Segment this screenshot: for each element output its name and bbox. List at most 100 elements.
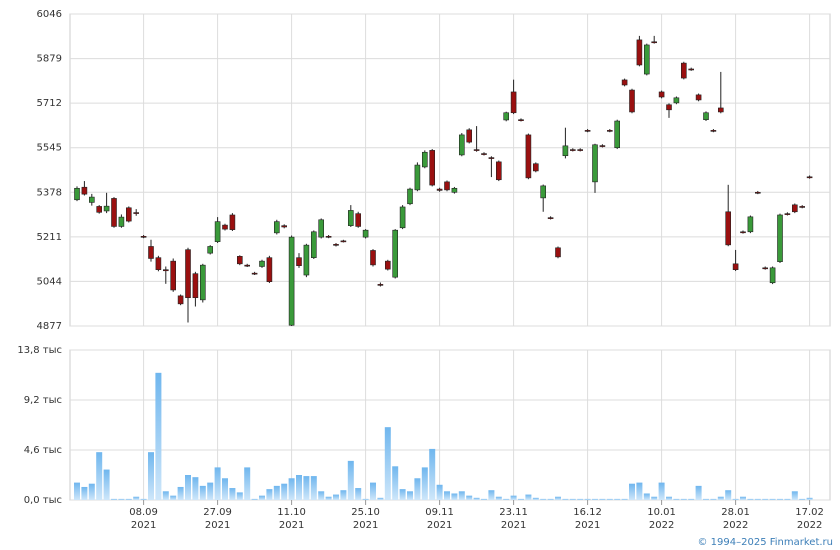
x-tick-label: 25.10 xyxy=(351,507,380,518)
candle-body xyxy=(347,210,354,226)
volume-bar xyxy=(74,482,80,500)
volume-bar xyxy=(340,490,347,500)
candle-body xyxy=(555,247,561,258)
volume-bar xyxy=(140,498,147,500)
x-tick-label: 09.11 xyxy=(425,507,454,518)
candle-body xyxy=(643,44,650,75)
x-tick-label: 2022 xyxy=(723,520,748,531)
x-tick-label: 2021 xyxy=(205,520,230,531)
candle-body xyxy=(325,236,332,238)
candle-body xyxy=(281,225,288,228)
volume-bar xyxy=(162,491,169,500)
volume-bar xyxy=(784,498,791,500)
candle-body xyxy=(710,130,717,132)
volume-bar xyxy=(207,482,214,500)
volume-bar xyxy=(458,491,465,500)
volume-bar xyxy=(481,498,487,500)
candle-body xyxy=(318,219,325,238)
volume-bar xyxy=(799,498,806,500)
candle-body xyxy=(310,231,317,258)
candle-body xyxy=(495,161,502,181)
candle-body xyxy=(518,119,524,121)
volume-bar xyxy=(658,482,665,500)
candle-body xyxy=(436,188,443,191)
volume-bar xyxy=(318,491,325,500)
candle-body xyxy=(370,250,376,266)
volume-bar xyxy=(399,489,406,500)
candle-body xyxy=(237,256,243,265)
candle-body xyxy=(163,269,169,272)
x-tick-label: 2021 xyxy=(575,520,600,531)
volume-bar xyxy=(754,498,761,500)
volume-bar xyxy=(732,498,739,500)
candle-body xyxy=(532,163,539,172)
candle-body xyxy=(666,104,672,111)
candle-body xyxy=(111,198,117,227)
x-tick-label: 10.01 xyxy=(647,507,676,518)
candle-body xyxy=(185,249,191,299)
x-tick-label: 2021 xyxy=(501,520,526,531)
candle-body xyxy=(126,207,132,222)
candle-body xyxy=(503,112,510,121)
y-tick-label: 13,8 тыс xyxy=(17,345,62,356)
volume-bar xyxy=(377,497,384,500)
volume-bar xyxy=(370,482,376,500)
candle-body xyxy=(473,149,480,151)
volume-bar xyxy=(236,492,243,500)
volume-bar xyxy=(362,498,369,500)
candle-body xyxy=(392,229,399,278)
volume-bar xyxy=(747,498,754,500)
candle-body xyxy=(584,130,591,132)
candle-body xyxy=(74,187,80,201)
volume-bar xyxy=(577,498,584,500)
volume-bar xyxy=(518,498,524,500)
candle-body xyxy=(407,188,413,205)
candle-body xyxy=(762,267,769,270)
volume-bar xyxy=(673,498,680,500)
candle-body xyxy=(377,284,384,286)
candle-body xyxy=(384,260,391,270)
x-tick-label: 2021 xyxy=(131,520,156,531)
candle-body xyxy=(458,134,465,156)
volume-bar xyxy=(273,485,280,500)
volume-bar xyxy=(503,498,510,500)
volume-bar xyxy=(229,488,236,500)
x-tick-label: 2022 xyxy=(797,520,822,531)
candle-body xyxy=(192,273,199,299)
candle-body xyxy=(296,257,302,266)
candle-body xyxy=(340,240,347,243)
volume-bar xyxy=(414,478,421,500)
volume-bar xyxy=(614,498,621,500)
candle-body xyxy=(577,149,584,151)
candle-body xyxy=(251,272,258,275)
y-tick-label: 9,2 тыс xyxy=(24,395,62,406)
candle-body xyxy=(673,97,680,104)
candle-body xyxy=(466,129,473,143)
volume-bar xyxy=(421,467,428,500)
volume-bar xyxy=(281,483,288,500)
candle-body xyxy=(273,221,280,234)
volume-bar xyxy=(643,493,650,500)
y-tick-label: 5044 xyxy=(37,276,62,287)
candle-body xyxy=(621,79,628,86)
candle-body xyxy=(680,62,687,79)
candle-body xyxy=(695,94,702,101)
candle-body xyxy=(399,206,406,229)
footer[interactable]: © 1994–2025 Finmarket.ru xyxy=(697,537,833,548)
volume-bar xyxy=(392,466,399,500)
candle-body xyxy=(688,68,695,71)
candle-body xyxy=(703,112,709,120)
volume-bar xyxy=(103,469,110,500)
volume-bar xyxy=(96,452,103,500)
volume-bar xyxy=(717,496,724,500)
volume-bar xyxy=(133,496,140,500)
candle-body xyxy=(259,260,265,267)
candle-body xyxy=(288,236,295,326)
x-tick-label: 16.12 xyxy=(573,507,602,518)
volume-bar xyxy=(606,498,613,500)
candle-body xyxy=(740,231,746,234)
volume-bar xyxy=(636,482,643,500)
candle-body xyxy=(244,264,250,267)
candle-body xyxy=(266,257,273,282)
volume-bar xyxy=(222,478,228,500)
